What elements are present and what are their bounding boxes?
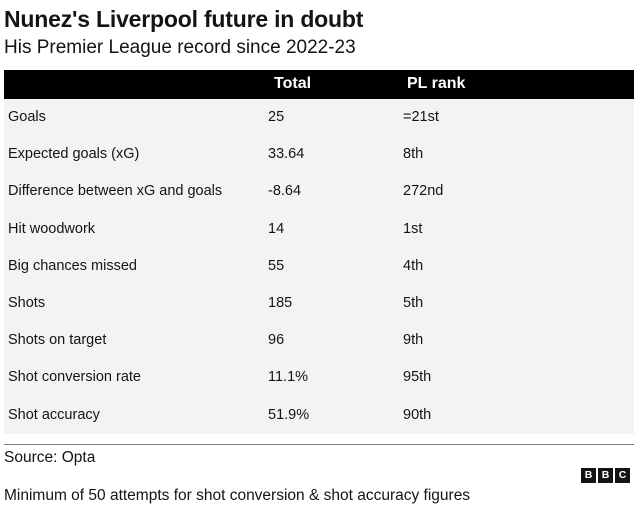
row-total: 11.1% — [268, 369, 309, 386]
row-label: Shots — [8, 294, 46, 311]
row-rank: =21st — [403, 109, 439, 125]
row-total: 33.64 — [268, 146, 305, 163]
table-row: Goals 25 =21st — [4, 99, 634, 137]
stats-table: Total PL rank Goals 25 =21st Expected go… — [4, 70, 634, 434]
row-label: Difference between xG and goals — [8, 183, 223, 200]
page-subtitle: His Premier League record since 2022-23 — [4, 37, 356, 58]
column-header-pl-rank: PL rank — [407, 75, 466, 92]
footnote: Minimum of 50 attempts for shot conversi… — [4, 487, 471, 504]
row-rank: 9th — [403, 332, 424, 349]
column-header-total: Total — [274, 75, 312, 92]
table-row: Shot accuracy 51.9% 90th — [4, 396, 634, 434]
table-row: Big chances missed 55 4th — [4, 247, 634, 285]
row-label: Shots on target — [8, 332, 107, 349]
row-total: -8.64 — [268, 183, 302, 200]
row-label: Goals — [8, 109, 46, 125]
row-label: Shot accuracy — [8, 406, 100, 423]
row-rank: 90th — [403, 406, 432, 423]
row-total: 55 — [268, 257, 285, 274]
bbc-logo-block: B — [598, 468, 613, 483]
row-rank: 8th — [403, 146, 424, 163]
row-label: Expected goals (xG) — [8, 146, 140, 163]
row-rank: 95th — [403, 369, 432, 386]
source-note: Source: Opta — [4, 449, 96, 466]
bbc-logo: B B C — [581, 468, 630, 483]
bbc-logo-block: B — [581, 468, 596, 483]
row-rank: 5th — [403, 294, 424, 311]
row-rank: 272nd — [403, 183, 444, 200]
row-total: 96 — [268, 332, 285, 349]
page-title: Nunez's Liverpool future in doubt — [4, 6, 364, 32]
table-row: Shots 185 5th — [4, 284, 634, 323]
footer-divider — [4, 444, 634, 445]
row-total: 14 — [268, 220, 285, 237]
row-total: 185 — [268, 294, 293, 311]
row-rank: 4th — [403, 257, 424, 274]
table-row: Shot conversion rate 11.1% 95th — [4, 359, 634, 397]
table-row: Shots on target 96 9th — [4, 322, 634, 360]
table-header: Total PL rank — [4, 70, 634, 99]
row-label: Big chances missed — [8, 257, 137, 274]
bbc-logo-block: C — [615, 468, 630, 483]
row-total: 51.9% — [268, 406, 310, 423]
row-rank: 1st — [403, 220, 423, 237]
row-total: 25 — [268, 109, 285, 125]
row-label: Shot conversion rate — [8, 369, 141, 386]
table-body: Goals 25 =21st Expected goals (xG) 33.64… — [4, 99, 634, 434]
table-row: Difference between xG and goals -8.64 27… — [4, 173, 634, 211]
table-row: Hit woodwork 14 1st — [4, 210, 634, 248]
table-row: Expected goals (xG) 33.64 8th — [4, 136, 634, 174]
row-label: Hit woodwork — [8, 220, 96, 237]
